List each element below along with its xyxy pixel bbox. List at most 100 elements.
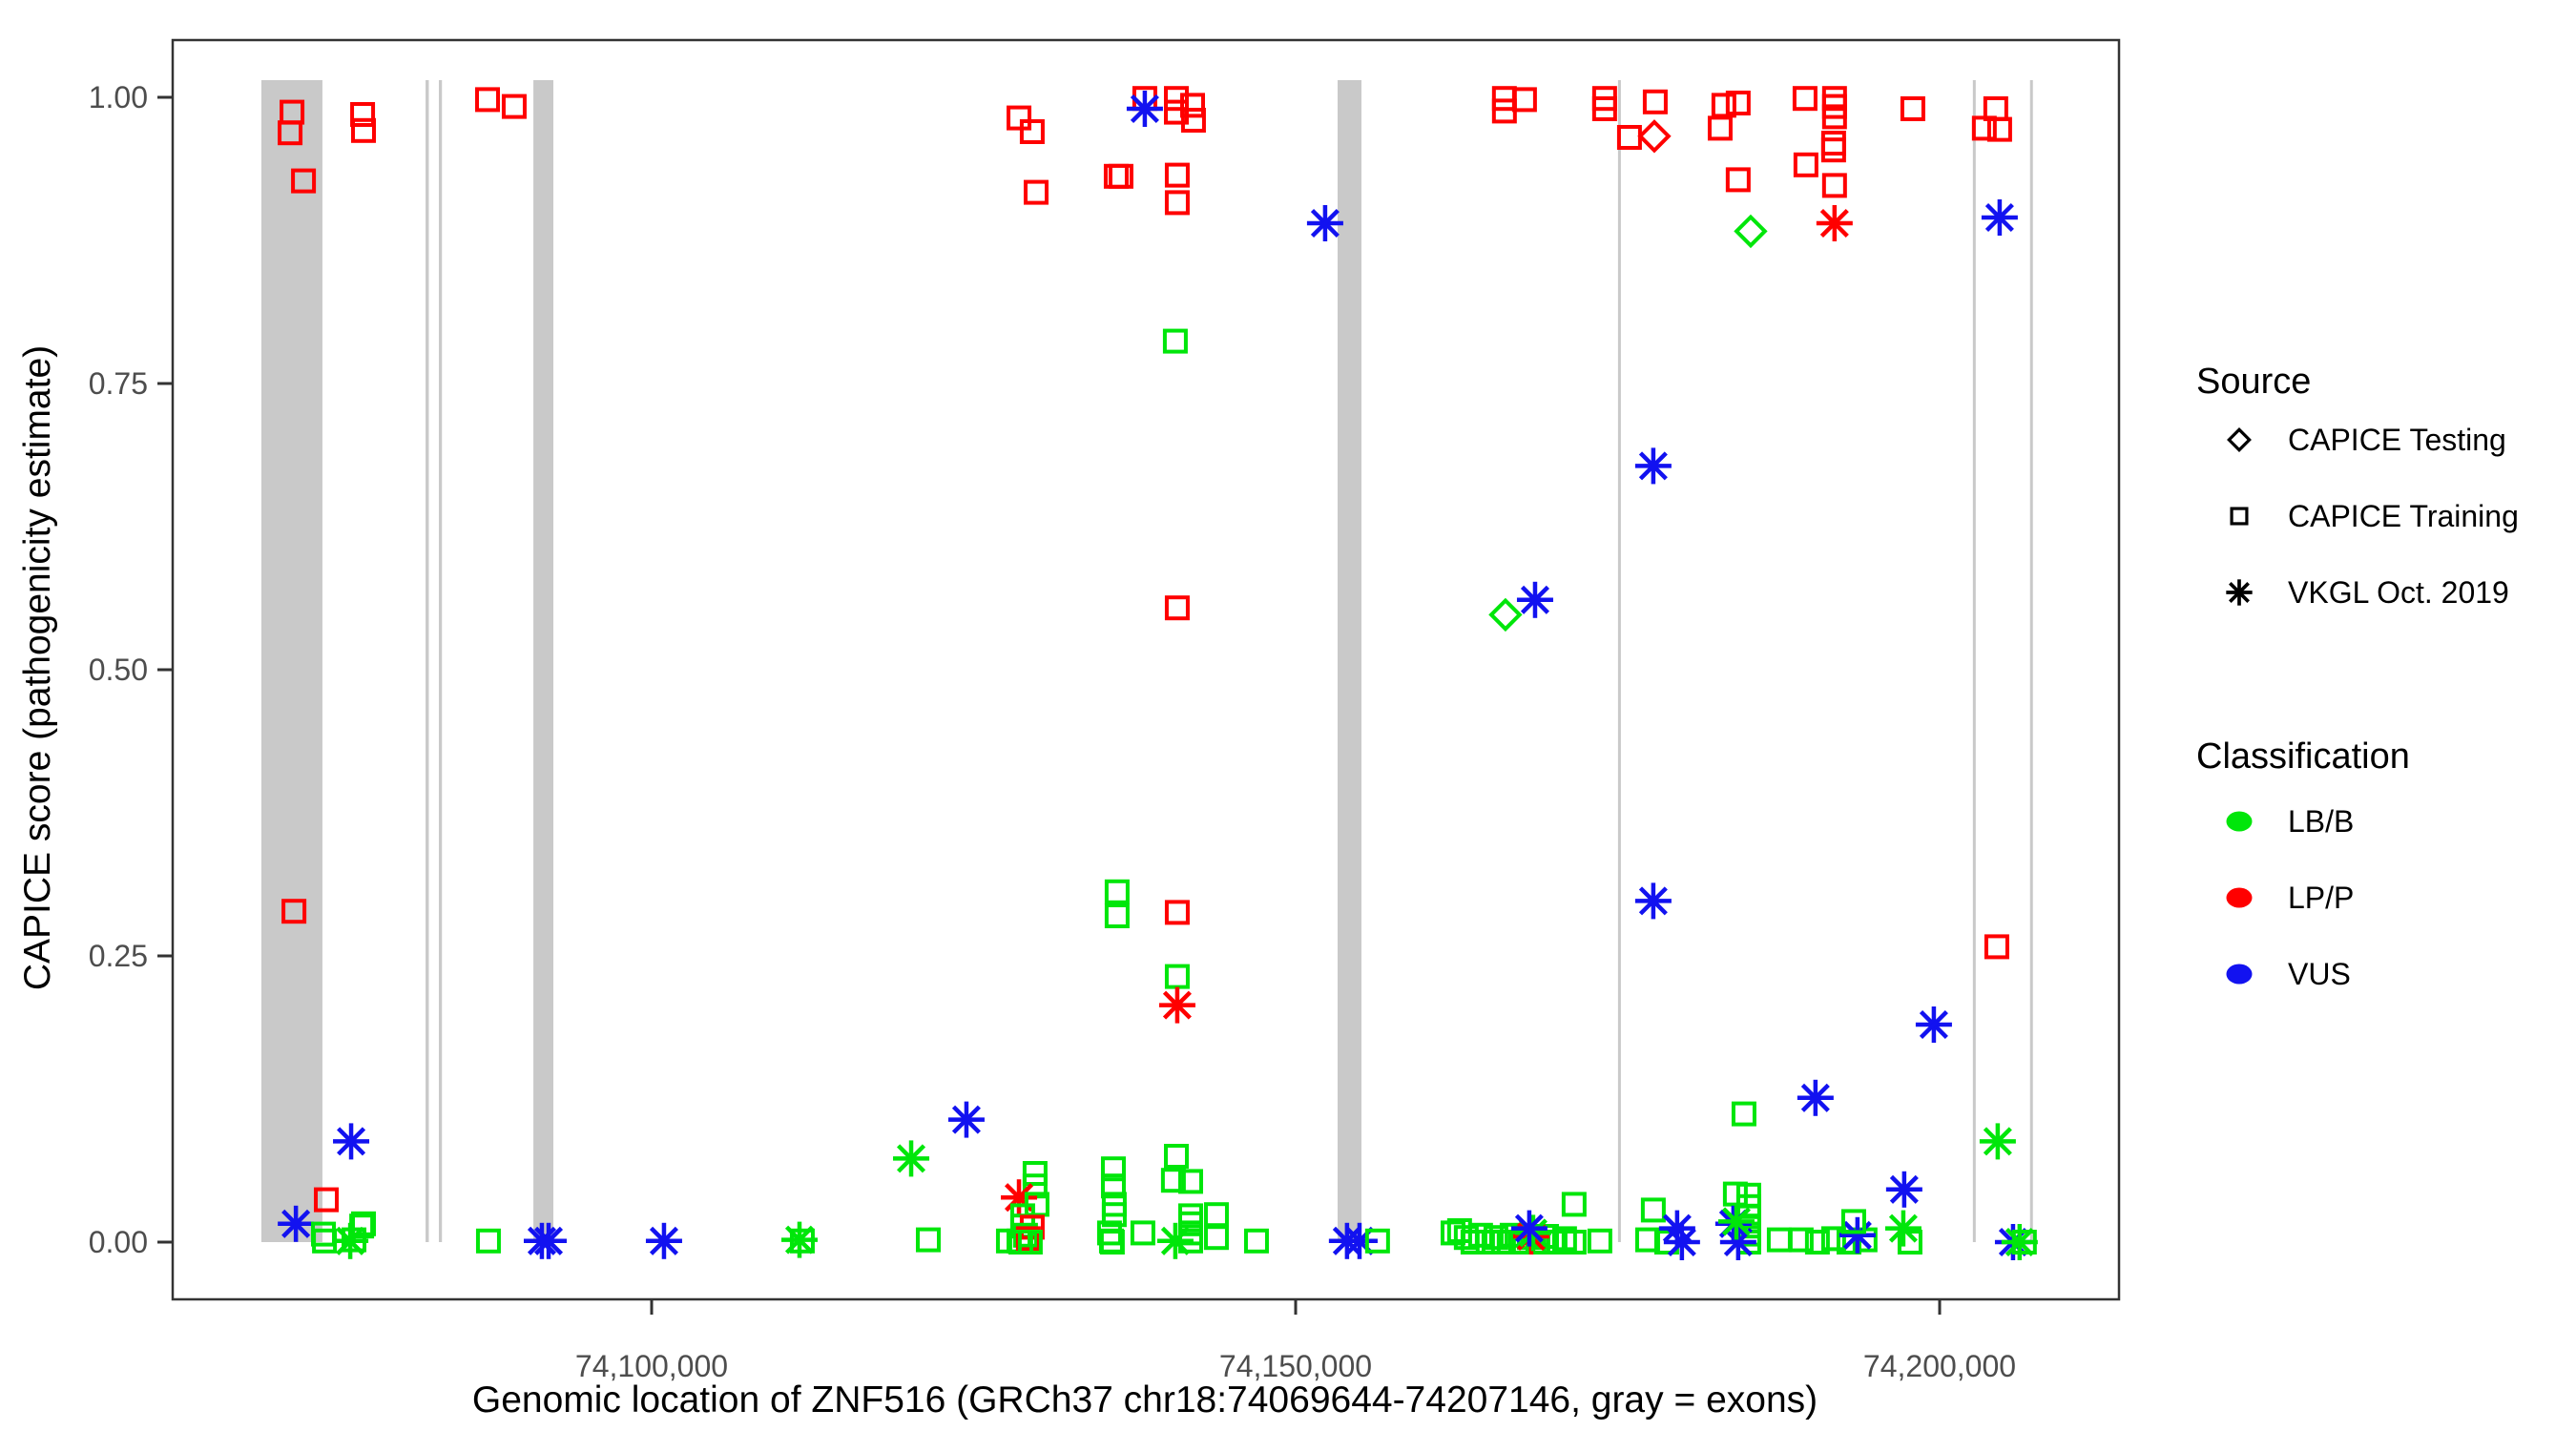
- data-point: [1561, 1230, 1587, 1255]
- legend-classification-dot: [2226, 811, 2253, 832]
- legend-source-item-label: CAPICE Testing: [2288, 423, 2506, 457]
- y-tick-label: 0.50: [89, 653, 148, 687]
- data-point: [501, 93, 527, 119]
- data-point: [1663, 1224, 1700, 1260]
- exon-band: [2029, 80, 2033, 1242]
- asterisk-arm: [1667, 1227, 1696, 1257]
- data-point: [1792, 86, 1818, 112]
- data-point: [1984, 934, 2009, 960]
- data-point: [1100, 1173, 1126, 1199]
- data-point: [1126, 91, 1163, 127]
- data-point: [1717, 1203, 1755, 1240]
- data-point: [1722, 1181, 1748, 1207]
- data-point: [1130, 1220, 1155, 1246]
- exon-bands: [260, 80, 2033, 1242]
- marker-asterisk: [2001, 1224, 2038, 1260]
- marker-square: [2011, 1230, 2037, 1255]
- data-point: [1162, 328, 1188, 354]
- marker-square: [1203, 1225, 1229, 1251]
- marker-square: [1511, 87, 1537, 113]
- marker-square: [1164, 190, 1190, 216]
- data-point: [1797, 1079, 1834, 1116]
- data-point: [789, 1228, 815, 1254]
- data-point: [1163, 86, 1189, 112]
- x-tick-label: 74,200,000: [1863, 1349, 2016, 1383]
- marker-square: [1731, 1101, 1756, 1127]
- data-point: [1766, 1227, 1792, 1253]
- marker-square: [1162, 328, 1188, 354]
- data-point: [1243, 1228, 1269, 1254]
- marker-square: [1725, 91, 1751, 115]
- legend-classification-title: Classification: [2196, 736, 2410, 777]
- legend: Source CAPICE Testing CAPICE Training VKGL …: [2196, 362, 2519, 991]
- marker-asterisk: [1915, 1006, 1952, 1043]
- data-point: [1100, 1156, 1126, 1182]
- marker-square: [1820, 137, 1846, 163]
- marker-square: [291, 168, 317, 194]
- data-point: [1108, 163, 1133, 189]
- data-point: [1163, 1144, 1189, 1169]
- data-point: [1510, 1210, 1548, 1247]
- marker-square: [1019, 119, 1045, 144]
- marker-square: [1561, 1192, 1587, 1217]
- data-point: [475, 87, 501, 113]
- asterisk-arm: [1638, 886, 1668, 916]
- marker-asterisk: [1126, 91, 1163, 127]
- data-point: [1475, 1230, 1501, 1255]
- data-point: [1731, 1101, 1756, 1127]
- data-point: [1164, 595, 1190, 621]
- asterisk-arm: [951, 1105, 981, 1134]
- data-point: [1179, 93, 1205, 118]
- marker-square: [1793, 152, 1818, 177]
- asterisk-arm: [1130, 93, 1159, 124]
- data-point: [1104, 879, 1130, 904]
- exon-band: [533, 80, 553, 1242]
- marker-asterisk: [645, 1222, 682, 1259]
- data-point: [1491, 86, 1517, 112]
- data-point: [291, 168, 317, 194]
- data-point: [1821, 104, 1847, 130]
- marker-square: [475, 87, 501, 113]
- marker-square: [1722, 1181, 1748, 1207]
- marker-square: [1840, 1209, 1866, 1234]
- data-point: [1587, 1228, 1612, 1254]
- data-point: [1616, 125, 1642, 150]
- data-point: [1163, 99, 1189, 125]
- marker-asterisk: [1717, 1203, 1755, 1240]
- data-point: [1915, 1006, 1952, 1043]
- data-point: [1637, 119, 1672, 154]
- marker-square: [1163, 86, 1189, 112]
- marker-square: [1017, 1230, 1043, 1255]
- marker-square: [1160, 1168, 1186, 1193]
- data-point: [1203, 1225, 1229, 1251]
- asterisk-arm: [1520, 585, 1549, 614]
- data-point: [1820, 137, 1846, 163]
- data-point: [1820, 1226, 1846, 1252]
- marker-square: [313, 1187, 339, 1213]
- marker-diamond: [1637, 119, 1672, 154]
- data-point: [1788, 1227, 1814, 1253]
- exon-band: [1338, 80, 1361, 1242]
- legend-classification-item-label: LP/P: [2288, 881, 2354, 915]
- data-point: [1306, 205, 1343, 241]
- marker-square: [1101, 1202, 1127, 1228]
- asterisk-arm: [2229, 582, 2250, 603]
- marker-square: [278, 120, 303, 146]
- marker-square: [1164, 964, 1190, 989]
- asterisk-arm: [533, 1226, 564, 1255]
- marker-square: [1792, 86, 1818, 112]
- marker-square: [281, 899, 307, 924]
- marker-square: [1821, 104, 1847, 130]
- marker-square: [350, 102, 376, 127]
- marker-square: [1203, 1202, 1229, 1228]
- data-point: [1839, 1216, 1876, 1254]
- marker-asterisk: [333, 1123, 370, 1160]
- data-point: [1900, 96, 1925, 121]
- marker-diamond: [1488, 597, 1523, 633]
- data-point: [1460, 1230, 1485, 1255]
- marker-square: [1104, 903, 1130, 928]
- marker-square: [1821, 173, 1847, 198]
- marker-square: [1163, 1144, 1189, 1169]
- marker-square: [1108, 163, 1133, 189]
